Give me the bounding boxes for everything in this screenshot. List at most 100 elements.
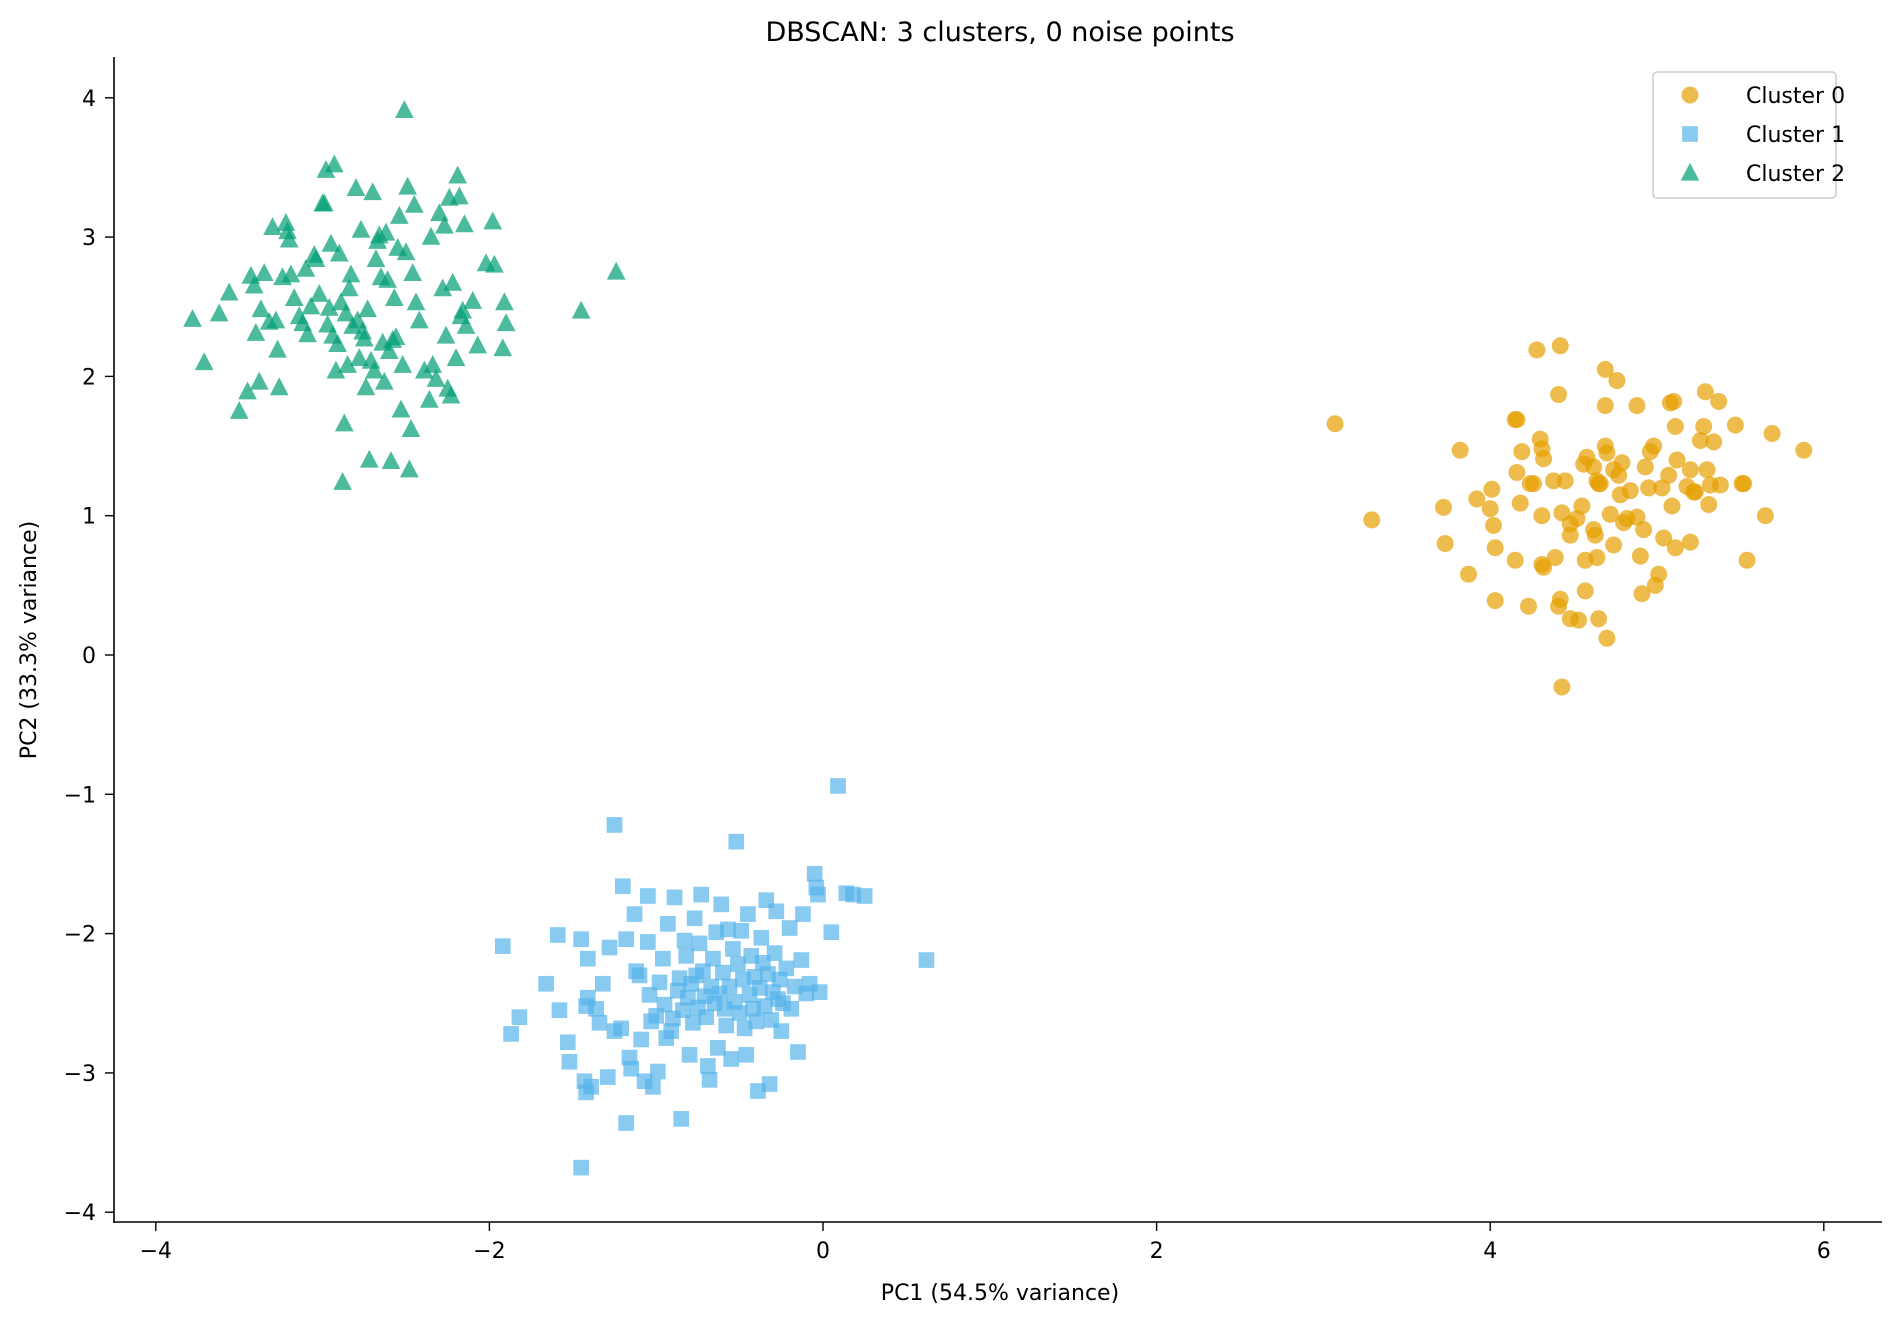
circle-marker <box>1525 475 1543 493</box>
circle-marker <box>1535 450 1553 468</box>
triangle-marker <box>328 334 347 353</box>
triangle-marker <box>298 324 317 343</box>
triangle-marker <box>393 355 413 373</box>
circle-marker <box>1591 475 1609 493</box>
circle-marker <box>1605 536 1623 554</box>
circle-marker <box>1586 526 1604 544</box>
triangle-marker <box>338 355 357 373</box>
triangle-marker <box>278 221 297 240</box>
square-marker <box>588 1001 604 1017</box>
triangle-marker <box>381 451 401 470</box>
circle-marker <box>1640 479 1658 497</box>
circle-marker <box>1735 475 1753 493</box>
triangle-marker <box>463 290 483 309</box>
triangle-legend-icon <box>1680 162 1700 181</box>
square-marker <box>538 975 554 992</box>
triangle-marker <box>246 323 266 341</box>
square-marker <box>738 1046 755 1063</box>
x-tick-label: 6 <box>1817 1239 1831 1264</box>
triangle-marker <box>571 300 591 319</box>
square-marker <box>700 1058 716 1074</box>
triangle-marker <box>414 360 434 379</box>
triangle-marker <box>336 303 356 322</box>
square-marker <box>676 932 693 949</box>
circle-marker <box>1535 558 1553 576</box>
circle-marker <box>1551 337 1569 355</box>
triangle-marker <box>399 459 419 478</box>
circle-marker <box>1650 565 1668 583</box>
triangle-marker <box>364 360 384 379</box>
square-marker <box>695 963 711 980</box>
circle-marker <box>1508 411 1526 429</box>
triangle-marker <box>443 272 463 291</box>
square-marker <box>795 906 811 922</box>
circle-marker <box>1691 431 1709 449</box>
square-marker <box>733 922 750 939</box>
triangle-marker <box>436 325 456 344</box>
triangle-marker <box>420 389 439 408</box>
triangle-marker <box>359 449 379 468</box>
square-legend-icon <box>1682 126 1698 142</box>
square-marker <box>583 1079 599 1095</box>
circle-marker <box>1451 441 1469 459</box>
square-marker <box>666 889 683 906</box>
triangle-marker <box>426 368 446 387</box>
square-marker <box>725 941 741 957</box>
circle-marker <box>1681 461 1699 479</box>
triangle-marker <box>386 327 406 346</box>
square-marker <box>731 1005 748 1021</box>
x-tick-label: −2 <box>473 1239 505 1264</box>
square-marker <box>698 1009 715 1025</box>
square-marker <box>691 935 708 952</box>
y-tick-label: 4 <box>82 87 96 112</box>
square-marker <box>681 1046 698 1063</box>
square-marker <box>823 924 840 941</box>
circle-marker <box>1513 443 1531 461</box>
square-marker <box>728 833 745 850</box>
circle-marker <box>1485 516 1503 534</box>
circle-marker <box>1633 585 1651 603</box>
circle-marker <box>1550 386 1568 404</box>
axes: −4 −2 0 2 4 6 −4 −3 −2 −1 0 1 2 3 4 <box>64 57 1882 1264</box>
square-marker <box>663 1023 680 1039</box>
square-marker <box>573 931 589 947</box>
triangle-marker <box>468 335 488 354</box>
y-tick-label: 0 <box>82 644 96 669</box>
square-marker <box>655 950 671 967</box>
square-marker <box>768 903 785 920</box>
square-marker <box>793 952 810 968</box>
circle-marker <box>1546 548 1564 566</box>
triangle-marker <box>306 249 326 268</box>
triangle-marker <box>268 339 287 358</box>
square-marker <box>640 888 656 904</box>
circle-legend-icon <box>1681 86 1699 104</box>
circle-marker <box>1738 551 1756 569</box>
triangle-marker <box>309 284 329 302</box>
data-points <box>183 100 1813 1176</box>
series-cluster-2 <box>183 100 626 490</box>
circle-marker <box>1528 341 1546 359</box>
square-marker <box>830 778 846 794</box>
circle-marker <box>1506 551 1524 569</box>
square-marker <box>740 906 756 922</box>
triangle-marker <box>366 249 386 268</box>
circle-marker <box>1795 441 1813 459</box>
square-marker <box>783 1001 800 1017</box>
triangle-marker <box>241 265 261 284</box>
circle-marker <box>1545 472 1563 490</box>
square-marker <box>641 987 658 1003</box>
y-tick-label: −3 <box>64 1062 96 1087</box>
square-marker <box>640 934 656 950</box>
triangle-marker <box>238 381 257 400</box>
square-marker <box>600 1069 616 1085</box>
series-cluster-0 <box>1326 337 1813 696</box>
circle-marker <box>1590 610 1608 628</box>
triangle-marker <box>279 229 299 248</box>
y-tick-label: −1 <box>64 783 96 808</box>
circle-marker <box>1601 505 1619 523</box>
circle-marker <box>1665 392 1683 410</box>
square-marker <box>701 1072 718 1088</box>
square-marker <box>810 886 826 903</box>
circle-marker <box>1635 521 1653 539</box>
triangle-marker <box>455 214 474 233</box>
